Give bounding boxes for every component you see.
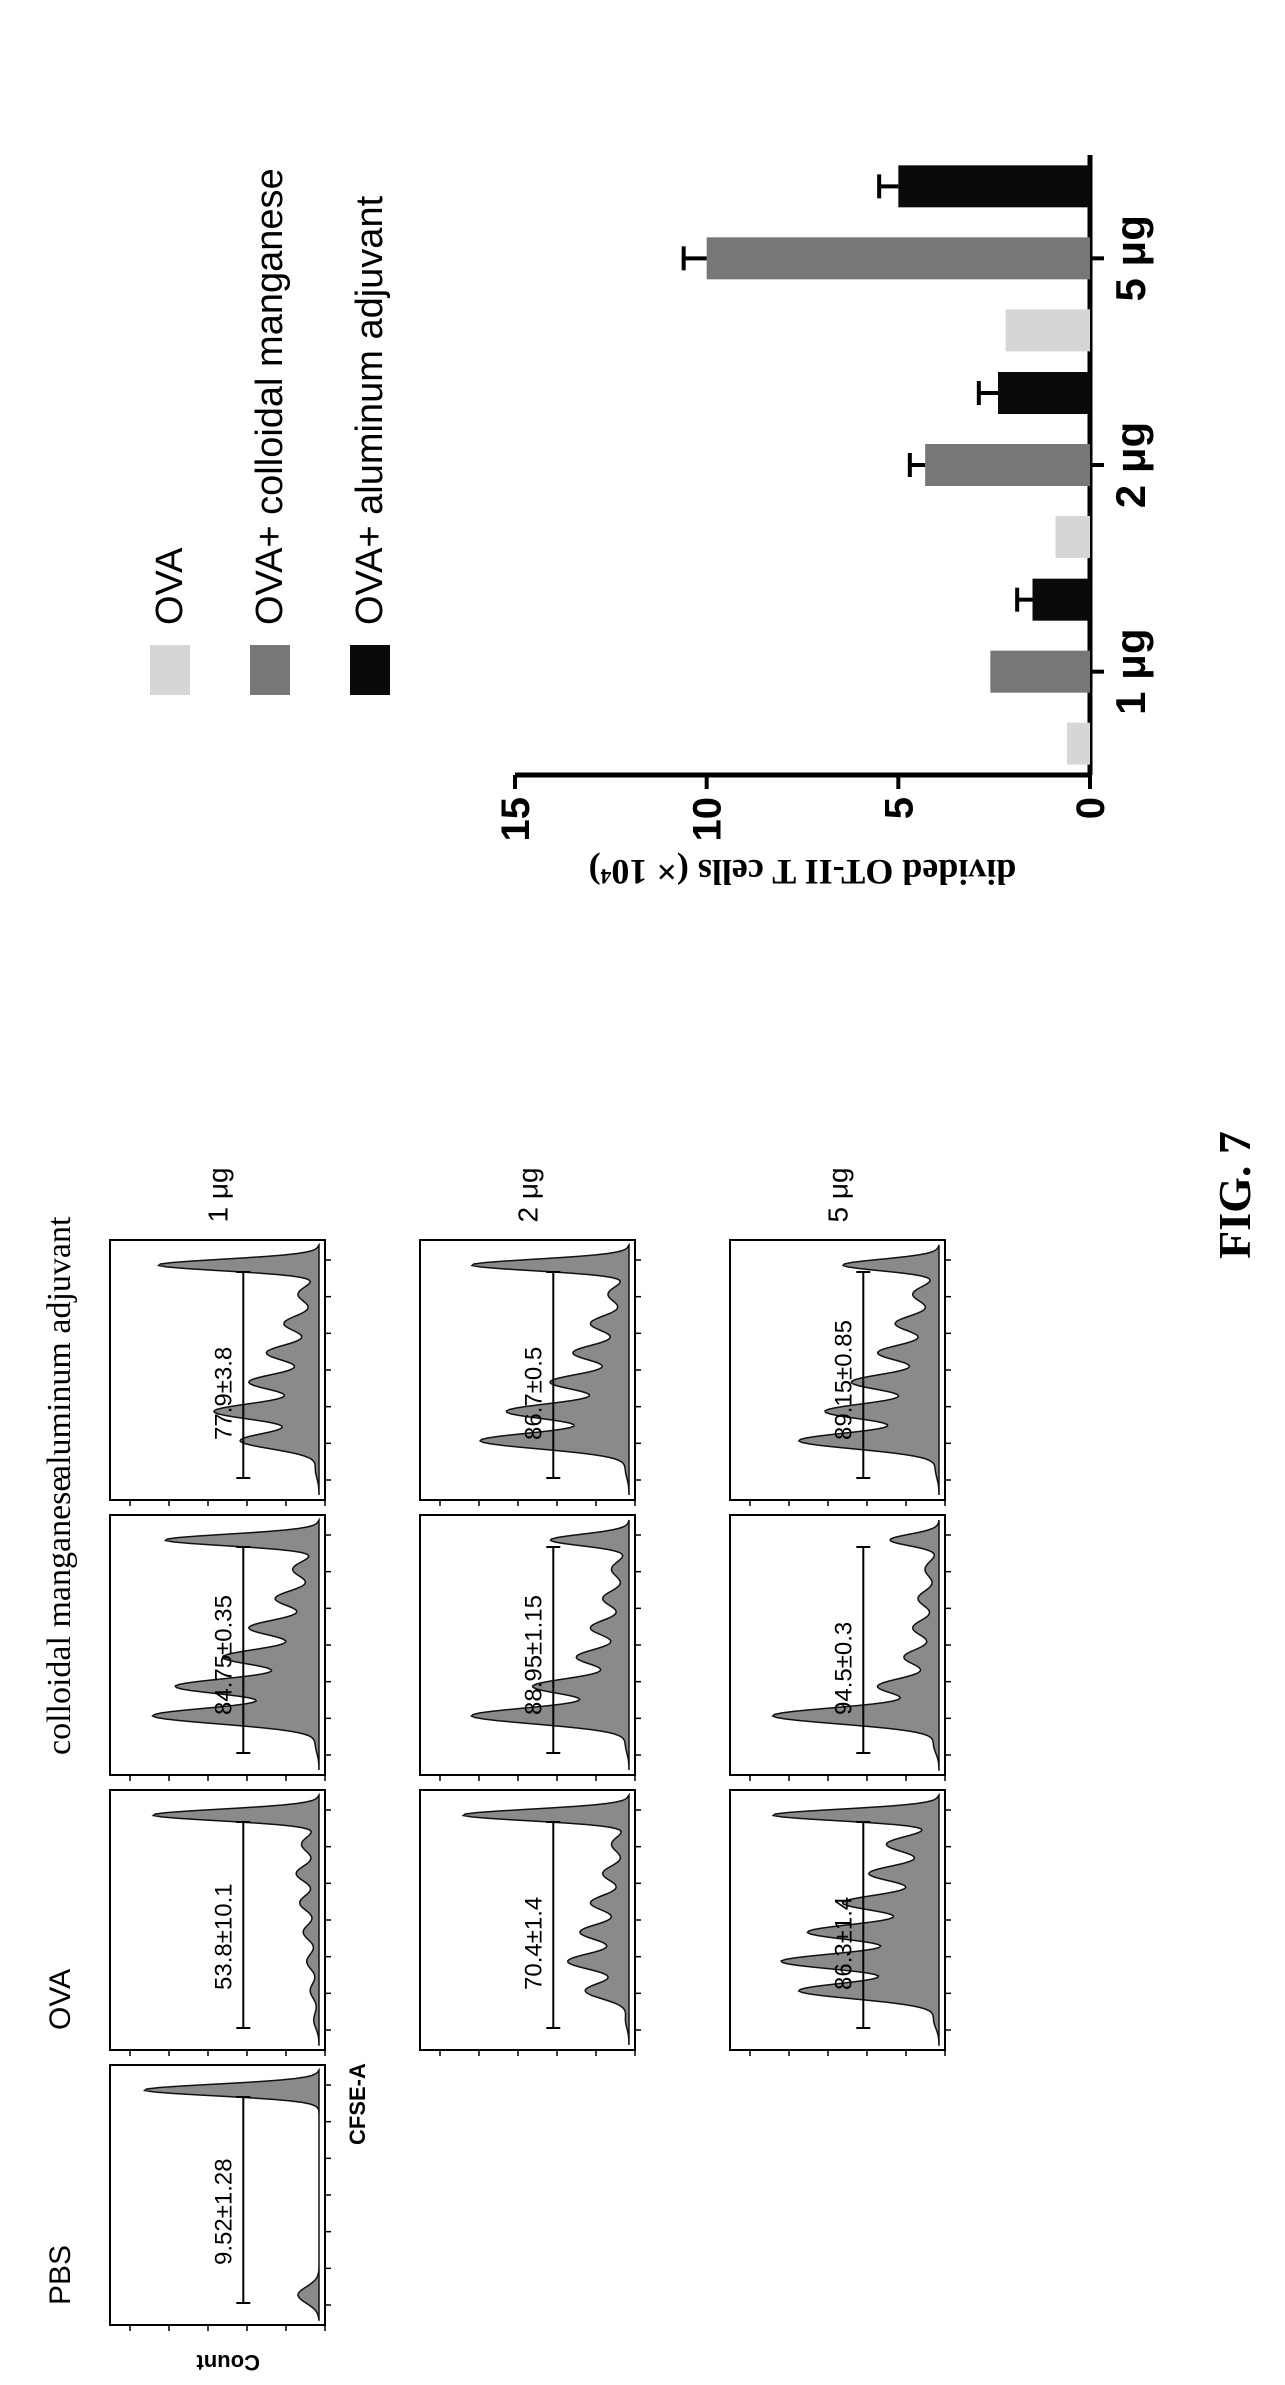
figure-label: FIG. 7 [1209,1131,1260,1259]
row-label: 2 μg [513,1167,544,1222]
histogram-curve [151,1792,320,2046]
histogram-panel: 94.5±0.3 [729,1514,951,1781]
column-header: PBS [44,2245,77,2305]
legend-swatch [350,645,390,695]
x-tick-label: 2 μg [1107,422,1154,508]
histogram-curve [470,1519,630,1771]
gate-value: 94.5±0.3 [830,1622,857,1715]
histogram-panel: 86.3±1.4 [729,1789,951,2056]
legend-swatch [250,645,290,695]
histogram-curve [156,1242,320,1496]
x-tick-label: 5 μg [1107,215,1154,301]
y-tick-label: 0 [1069,797,1113,819]
gate-value: 86.7±0.5 [520,1347,547,1440]
x-tick-label: 1 μg [1107,628,1154,714]
legend-swatch [150,645,190,695]
histogram-curve [142,2067,320,2321]
histogram-panel: 9.52±1.28 [109,2064,331,2331]
gate-value: 77.9±3.8 [210,1347,237,1440]
column-header: aluminum adjuvant [41,1216,78,1480]
bar [1005,309,1091,352]
y-tick-label: 10 [686,797,730,842]
histogram-panel: 88.95±1.15 [419,1514,641,1781]
gate-value: 89.15±0.85 [830,1320,857,1440]
y-axis-title: Count [196,2350,260,2375]
legend-label: OVA [149,547,191,625]
x-axis-title: CFSE-A [345,2063,370,2145]
gate-value: 53.8±10.1 [210,1883,237,1990]
bar [1055,516,1090,558]
histogram-curve [461,1792,630,2046]
histogram-curve [771,1519,940,1771]
histogram-panel: 84.75±0.35 [109,1514,331,1781]
gate-value: 86.3±1.4 [830,1897,857,1990]
bar [706,237,1091,280]
histogram-panel: 89.15±0.85 [729,1239,951,1506]
histogram-curve [797,1244,940,1496]
histogram-panel: 86.7±0.5 [419,1239,641,1506]
bar [898,165,1090,208]
histogram-curve [771,1792,940,2046]
gate-value: 84.75±0.35 [210,1595,237,1715]
y-axis-title: divided OT-II T cells (× 10⁴) [589,852,1017,892]
column-header: colloidal manganese [41,1476,78,1755]
y-tick-label: 15 [494,797,538,842]
legend-label: OVA+ colloidal manganese [249,168,291,625]
legend-label: OVA+ aluminum adjuvant [349,195,391,625]
bar [990,650,1090,693]
gate-value: 88.95±1.15 [520,1595,547,1715]
histogram-curve [151,1517,320,1771]
bar [1032,578,1090,621]
row-label: 1 μg [203,1167,234,1222]
row-label: 5 μg [823,1167,854,1222]
gate-value: 70.4±1.4 [520,1897,547,1990]
bar-chart: 0 5 10 15 divided OT-II T cells (× 10⁴) 1 μg 2… [149,155,1154,892]
histogram-panel: 70.4±1.4 [419,1789,641,2056]
bar [925,444,1091,486]
column-header: OVA [44,1969,77,2030]
histogram-panel: 77.9±3.8 [109,1239,331,1506]
histogram-panel: 53.8±10.1 [109,1789,331,2056]
gate-value: 9.52±1.28 [210,2158,237,2265]
histogram-curve [470,1242,630,1496]
bar [998,372,1090,414]
y-tick-label: 5 [877,797,921,819]
bar [1067,722,1090,765]
